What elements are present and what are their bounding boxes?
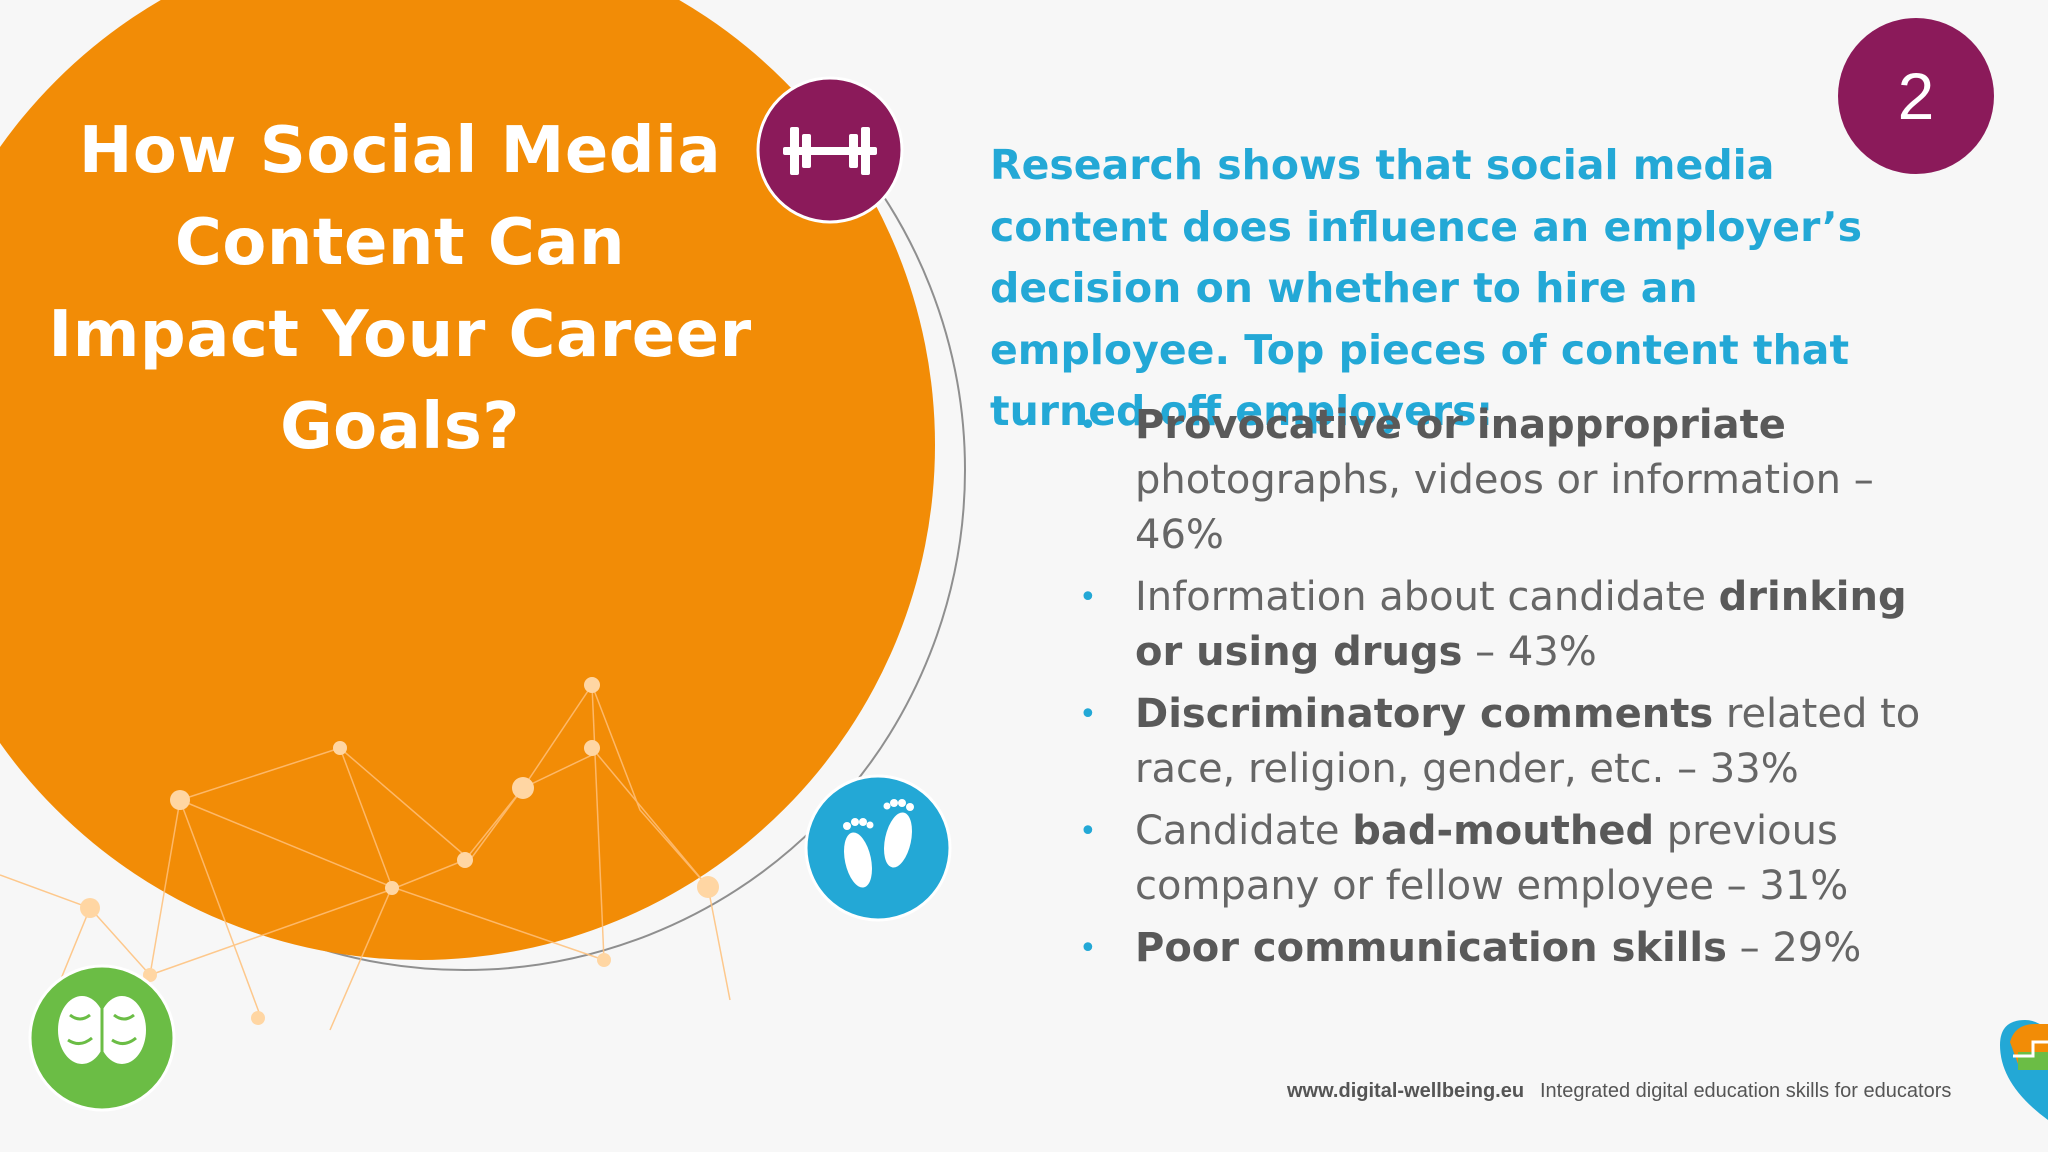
bullet-emphasis: Provocative or inappropriate: [1135, 402, 1786, 448]
list-item: • Discriminatory comments related to race…: [1075, 687, 1955, 797]
bullet-emphasis: Poor communication skills: [1135, 925, 1727, 971]
logo-icon: [2000, 1020, 2048, 1120]
slide-title: How Social Media Content Can Impact Your…: [48, 114, 752, 464]
list-item: • Poor communication skills – 29%: [1075, 921, 1955, 976]
orange-circle: [0, 0, 935, 960]
bullet-text: photographs, videos or information – 46%: [1135, 457, 1874, 558]
outer-arc: [0, 0, 966, 971]
list-item: • Information about candidate drinking or…: [1075, 570, 1955, 680]
bullet-icon: •: [1079, 697, 1097, 732]
list-item: • Candidate bad-mouthed previous company …: [1075, 804, 1955, 914]
network-dots: [80, 677, 719, 1025]
bullet-text: related to race, religion, gender, etc. …: [1135, 691, 1921, 792]
bullet-emphasis: drinking or using drugs: [1135, 574, 1907, 675]
bullet-icon: •: [1079, 580, 1097, 615]
list-item: • Provocative or inappropriate photograph…: [1075, 398, 1955, 563]
bullet-text: Candidate: [1135, 808, 1353, 854]
bullet-text: previous company or fellow employee – 31…: [1135, 808, 1849, 909]
footer-url-link[interactable]: www.digital-wellbeing.eu: [1287, 1080, 1525, 1102]
bullet-emphasis: bad-mouthed: [1352, 808, 1655, 854]
footprints-icon: [804, 774, 952, 922]
bullet-emphasis: Discriminatory comments: [1135, 691, 1714, 737]
brain-icon: [28, 964, 176, 1112]
dumbbell-icon: [756, 76, 904, 224]
page-number-badge: 2: [1838, 18, 1994, 174]
bullet-icon: •: [1079, 814, 1097, 849]
bullet-icon: •: [1079, 931, 1097, 966]
footer-tagline: Integrated digital education skills for …: [1540, 1080, 1952, 1102]
bullet-text: Information about candidate: [1135, 574, 1719, 620]
bullet-list: • Provocative or inappropriate photograph…: [1075, 398, 1955, 983]
bullet-text: – 43%: [1462, 629, 1597, 675]
bullet-icon: •: [1079, 408, 1097, 443]
bullet-text: – 29%: [1726, 925, 1862, 971]
intro-paragraph: Research shows that social media content…: [990, 141, 1863, 435]
